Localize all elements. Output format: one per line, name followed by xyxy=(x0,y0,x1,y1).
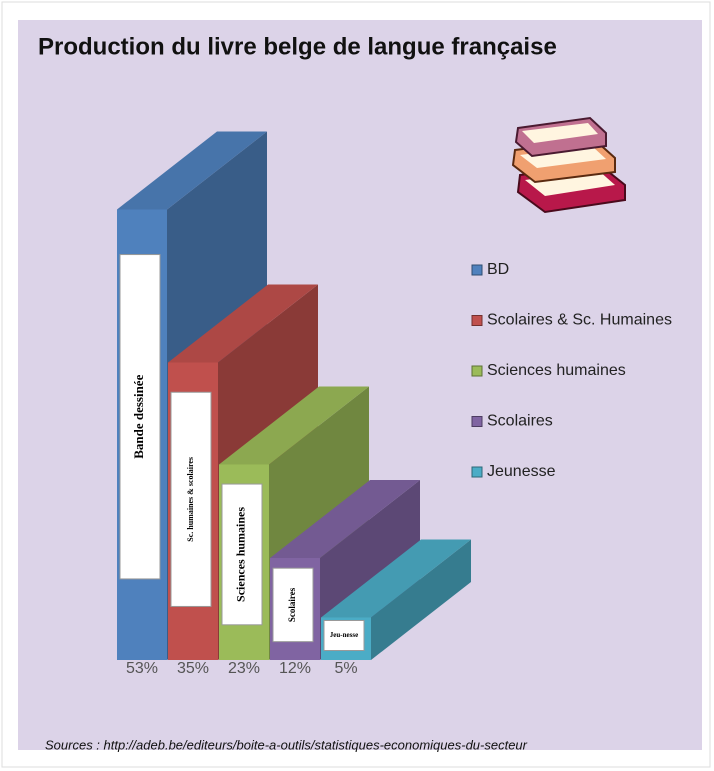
bar-label: Scolaires xyxy=(287,587,297,622)
bar-label: Bande dessinée xyxy=(131,374,146,458)
legend-swatch xyxy=(472,265,482,275)
bar-label: Sciences humaines xyxy=(234,507,248,602)
legend-swatch xyxy=(472,366,482,376)
legend-label: Scolaires & Sc. Humaines xyxy=(487,312,672,329)
legend-label: Jeunesse xyxy=(487,463,556,480)
legend-label: Sciences humaines xyxy=(487,362,626,379)
legend-swatch xyxy=(472,467,482,477)
legend-swatch xyxy=(472,417,482,427)
value-label: 12% xyxy=(279,660,311,677)
bar-label: Jeu-nesse xyxy=(330,631,358,639)
chart-title: Production du livre belge de langue fran… xyxy=(38,33,557,60)
value-label: 35% xyxy=(177,660,209,677)
value-label: 5% xyxy=(334,660,357,677)
legend-label: BD xyxy=(487,261,509,278)
legend-label: Scolaires xyxy=(487,413,553,430)
bar-label: Sc. humaines & scolaires xyxy=(186,457,195,542)
source: Sources : http://adeb.be/editeurs/boite-… xyxy=(45,737,528,752)
value-label: 53% xyxy=(126,660,158,677)
chart: Production du livre belge de langue fran… xyxy=(0,0,714,771)
legend-swatch xyxy=(472,316,482,326)
value-label: 23% xyxy=(228,660,260,677)
